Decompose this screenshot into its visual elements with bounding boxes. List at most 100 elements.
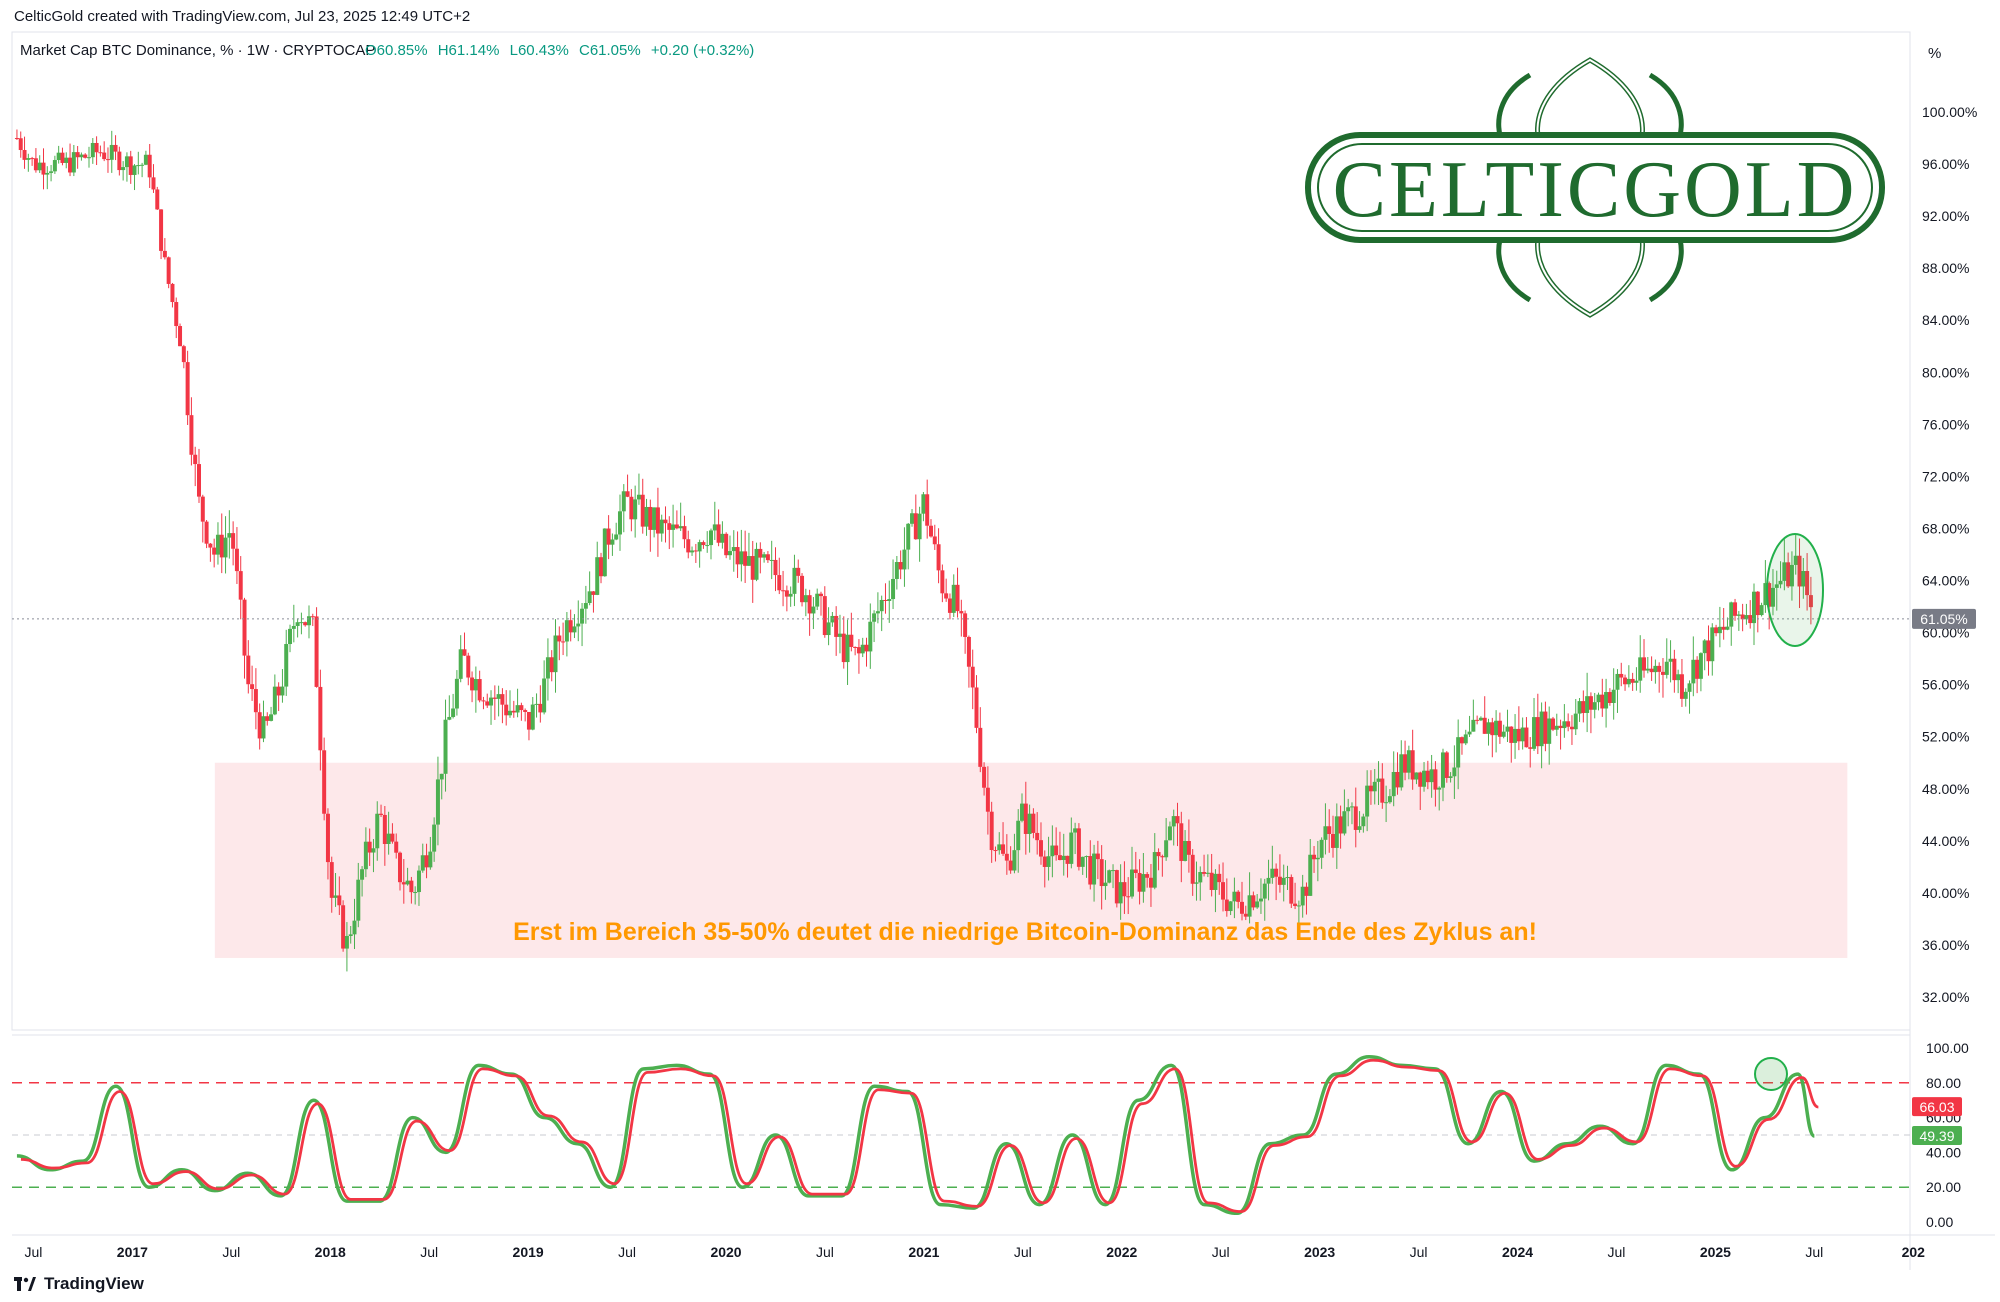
- candle-body: [178, 326, 183, 347]
- candle-body: [1782, 562, 1787, 581]
- candle-body: [1744, 615, 1749, 620]
- candle-body: [329, 862, 334, 898]
- candle-body: [1463, 734, 1468, 744]
- candle-body: [655, 507, 660, 534]
- candle-body: [1171, 816, 1176, 827]
- price-axis-unit: %: [1928, 45, 1941, 62]
- candle-body: [815, 593, 820, 607]
- candle-body: [98, 152, 103, 154]
- candle-body: [30, 158, 35, 160]
- candle-body: [1774, 584, 1779, 588]
- candle-body: [310, 616, 315, 618]
- price-tick-label: 68.00%: [1922, 520, 1969, 536]
- candle-body: [652, 507, 657, 530]
- candle-body: [1137, 872, 1142, 892]
- candle-body: [716, 524, 721, 543]
- candle-body: [1031, 813, 1036, 833]
- candle-body: [227, 533, 232, 538]
- candle-body: [887, 599, 892, 601]
- candle-body: [155, 189, 160, 210]
- candle-body: [1255, 901, 1260, 908]
- time-tick-label: 2023: [1304, 1244, 1335, 1260]
- price-tick-label: 64.00%: [1922, 573, 1969, 589]
- candle-body: [1528, 747, 1533, 749]
- candle-body: [542, 678, 547, 713]
- price-tick-label: 100.00%: [1922, 104, 1977, 120]
- candle-body: [1183, 840, 1188, 861]
- candle-body: [1452, 767, 1457, 777]
- candle-body: [982, 766, 987, 788]
- candle-body: [1368, 785, 1373, 792]
- price-axis[interactable]: 100.00% 96.00% 92.00% 88.00% 84.00% 80.00% 76.…: [1922, 104, 1977, 1005]
- candle-body: [534, 703, 539, 705]
- candle-body: [485, 701, 490, 706]
- candle-body: [671, 524, 676, 530]
- candle-body: [1372, 781, 1377, 792]
- logo-text: CELTICGOLD: [1333, 146, 1858, 234]
- candle-body: [963, 613, 968, 637]
- candle-body: [1414, 772, 1419, 780]
- candle-body: [568, 620, 573, 633]
- candle-body: [291, 625, 296, 629]
- candle-body: [204, 521, 209, 544]
- candle-body: [272, 686, 277, 715]
- candle-body: [1148, 877, 1153, 888]
- candle-body: [1418, 772, 1423, 787]
- candle-body: [644, 506, 649, 527]
- candle-body: [477, 679, 482, 701]
- candle-body: [1672, 658, 1677, 681]
- candle-body: [1141, 874, 1146, 892]
- tradingview-footer-logo[interactable]: TradingView: [14, 1274, 144, 1294]
- candle-body: [1649, 668, 1654, 673]
- candle-body: [1642, 657, 1647, 671]
- candle-body: [989, 811, 994, 851]
- candle-body: [849, 634, 854, 647]
- candle-body: [879, 599, 884, 612]
- candle-body: [784, 590, 789, 597]
- candle-body: [606, 528, 611, 545]
- candle-body: [746, 556, 751, 566]
- candle-body: [1524, 727, 1529, 748]
- candle-body: [1759, 605, 1764, 616]
- candle-body: [1376, 778, 1381, 782]
- candle-body: [371, 848, 376, 853]
- candle-body: [951, 584, 956, 613]
- candle-body: [1467, 731, 1472, 735]
- candle-body: [898, 562, 903, 570]
- candle-body: [1600, 694, 1605, 709]
- candle-body: [765, 554, 770, 561]
- candle-body: [1403, 754, 1408, 773]
- svg-text:61.05%: 61.05%: [1920, 611, 1967, 627]
- candle-body: [1676, 674, 1681, 681]
- candle-body: [174, 302, 179, 327]
- candle-body: [1755, 591, 1760, 616]
- candle-body: [1577, 701, 1582, 714]
- candle-body: [1516, 728, 1521, 742]
- candle-body: [648, 506, 653, 530]
- price-tick-label: 88.00%: [1922, 260, 1969, 276]
- candle-body: [1258, 898, 1263, 902]
- candle-body: [1186, 840, 1191, 855]
- candle-body: [1236, 891, 1241, 902]
- candle-body: [1008, 860, 1013, 871]
- candle-body: [1429, 769, 1434, 783]
- candle-body: [800, 575, 805, 603]
- candle-body: [306, 616, 311, 626]
- candle-body: [398, 852, 403, 883]
- candle-body: [1683, 691, 1688, 699]
- time-axis[interactable]: Jul 2017 Jul 2018 Jul 2019 Jul 2020 Jul 2021 Jul 20…: [24, 1244, 1925, 1260]
- candle-body: [390, 833, 395, 842]
- candle-body: [109, 144, 114, 160]
- candle-body: [1217, 873, 1222, 883]
- candle-body: [712, 524, 717, 531]
- candle-body: [470, 677, 475, 691]
- candle-body: [561, 641, 566, 643]
- candle-body: [382, 814, 387, 844]
- candle-body: [1535, 717, 1540, 747]
- candle-body: [511, 710, 516, 713]
- price-tick-label: 80.00%: [1922, 364, 1969, 380]
- candle-body: [1239, 901, 1244, 914]
- candle-body: [705, 545, 710, 547]
